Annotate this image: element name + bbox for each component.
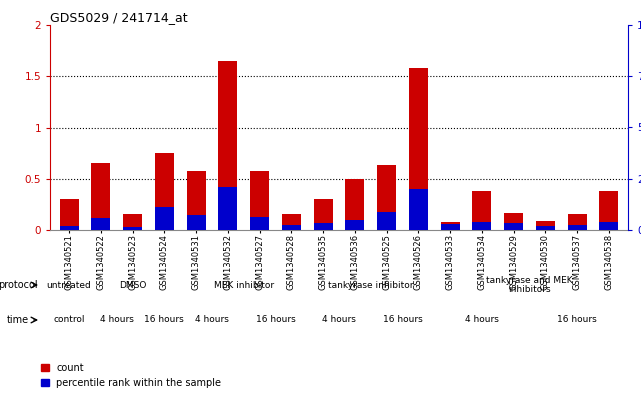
- Bar: [123, 214, 142, 230]
- Text: tankyrase inhibitor: tankyrase inhibitor: [328, 281, 413, 290]
- Bar: [472, 222, 492, 230]
- Bar: [155, 208, 174, 230]
- Bar: [219, 187, 237, 230]
- Text: control: control: [53, 316, 85, 325]
- Bar: [187, 215, 206, 230]
- Bar: [409, 68, 428, 230]
- Bar: [472, 191, 492, 230]
- Text: 4 hours: 4 hours: [322, 316, 356, 325]
- Bar: [282, 214, 301, 230]
- Bar: [504, 213, 523, 230]
- Bar: [599, 222, 619, 230]
- Bar: [504, 223, 523, 230]
- Bar: [599, 191, 619, 230]
- Text: 16 hours: 16 hours: [383, 316, 422, 325]
- Bar: [536, 226, 555, 230]
- Bar: [313, 199, 333, 230]
- Text: protocol: protocol: [0, 280, 37, 290]
- Bar: [60, 199, 79, 230]
- Bar: [219, 61, 237, 230]
- Bar: [440, 224, 460, 230]
- Bar: [250, 171, 269, 230]
- Text: 16 hours: 16 hours: [557, 316, 597, 325]
- Bar: [155, 153, 174, 230]
- Bar: [409, 189, 428, 230]
- Legend: count, percentile rank within the sample: count, percentile rank within the sample: [37, 359, 225, 392]
- Bar: [345, 220, 364, 230]
- Bar: [282, 225, 301, 230]
- Text: 16 hours: 16 hours: [144, 316, 184, 325]
- Bar: [568, 214, 587, 230]
- Bar: [377, 211, 396, 230]
- Text: untreated: untreated: [47, 281, 92, 290]
- Bar: [250, 217, 269, 230]
- Text: MEK inhibitor: MEK inhibitor: [213, 281, 274, 290]
- Text: 16 hours: 16 hours: [256, 316, 296, 325]
- Bar: [345, 179, 364, 230]
- Bar: [568, 225, 587, 230]
- Text: GDS5029 / 241714_at: GDS5029 / 241714_at: [50, 11, 188, 24]
- Text: DMSO: DMSO: [119, 281, 146, 290]
- Bar: [440, 222, 460, 230]
- Bar: [187, 171, 206, 230]
- Text: 4 hours: 4 hours: [195, 316, 229, 325]
- Text: 4 hours: 4 hours: [100, 316, 133, 325]
- Bar: [60, 226, 79, 230]
- Bar: [91, 163, 110, 230]
- Text: time: time: [6, 315, 29, 325]
- Text: tankyrase and MEK
inhibitors: tankyrase and MEK inhibitors: [487, 275, 573, 294]
- Bar: [123, 227, 142, 230]
- Bar: [536, 221, 555, 230]
- Text: 4 hours: 4 hours: [465, 316, 499, 325]
- Bar: [91, 218, 110, 230]
- Bar: [377, 165, 396, 230]
- Bar: [313, 223, 333, 230]
